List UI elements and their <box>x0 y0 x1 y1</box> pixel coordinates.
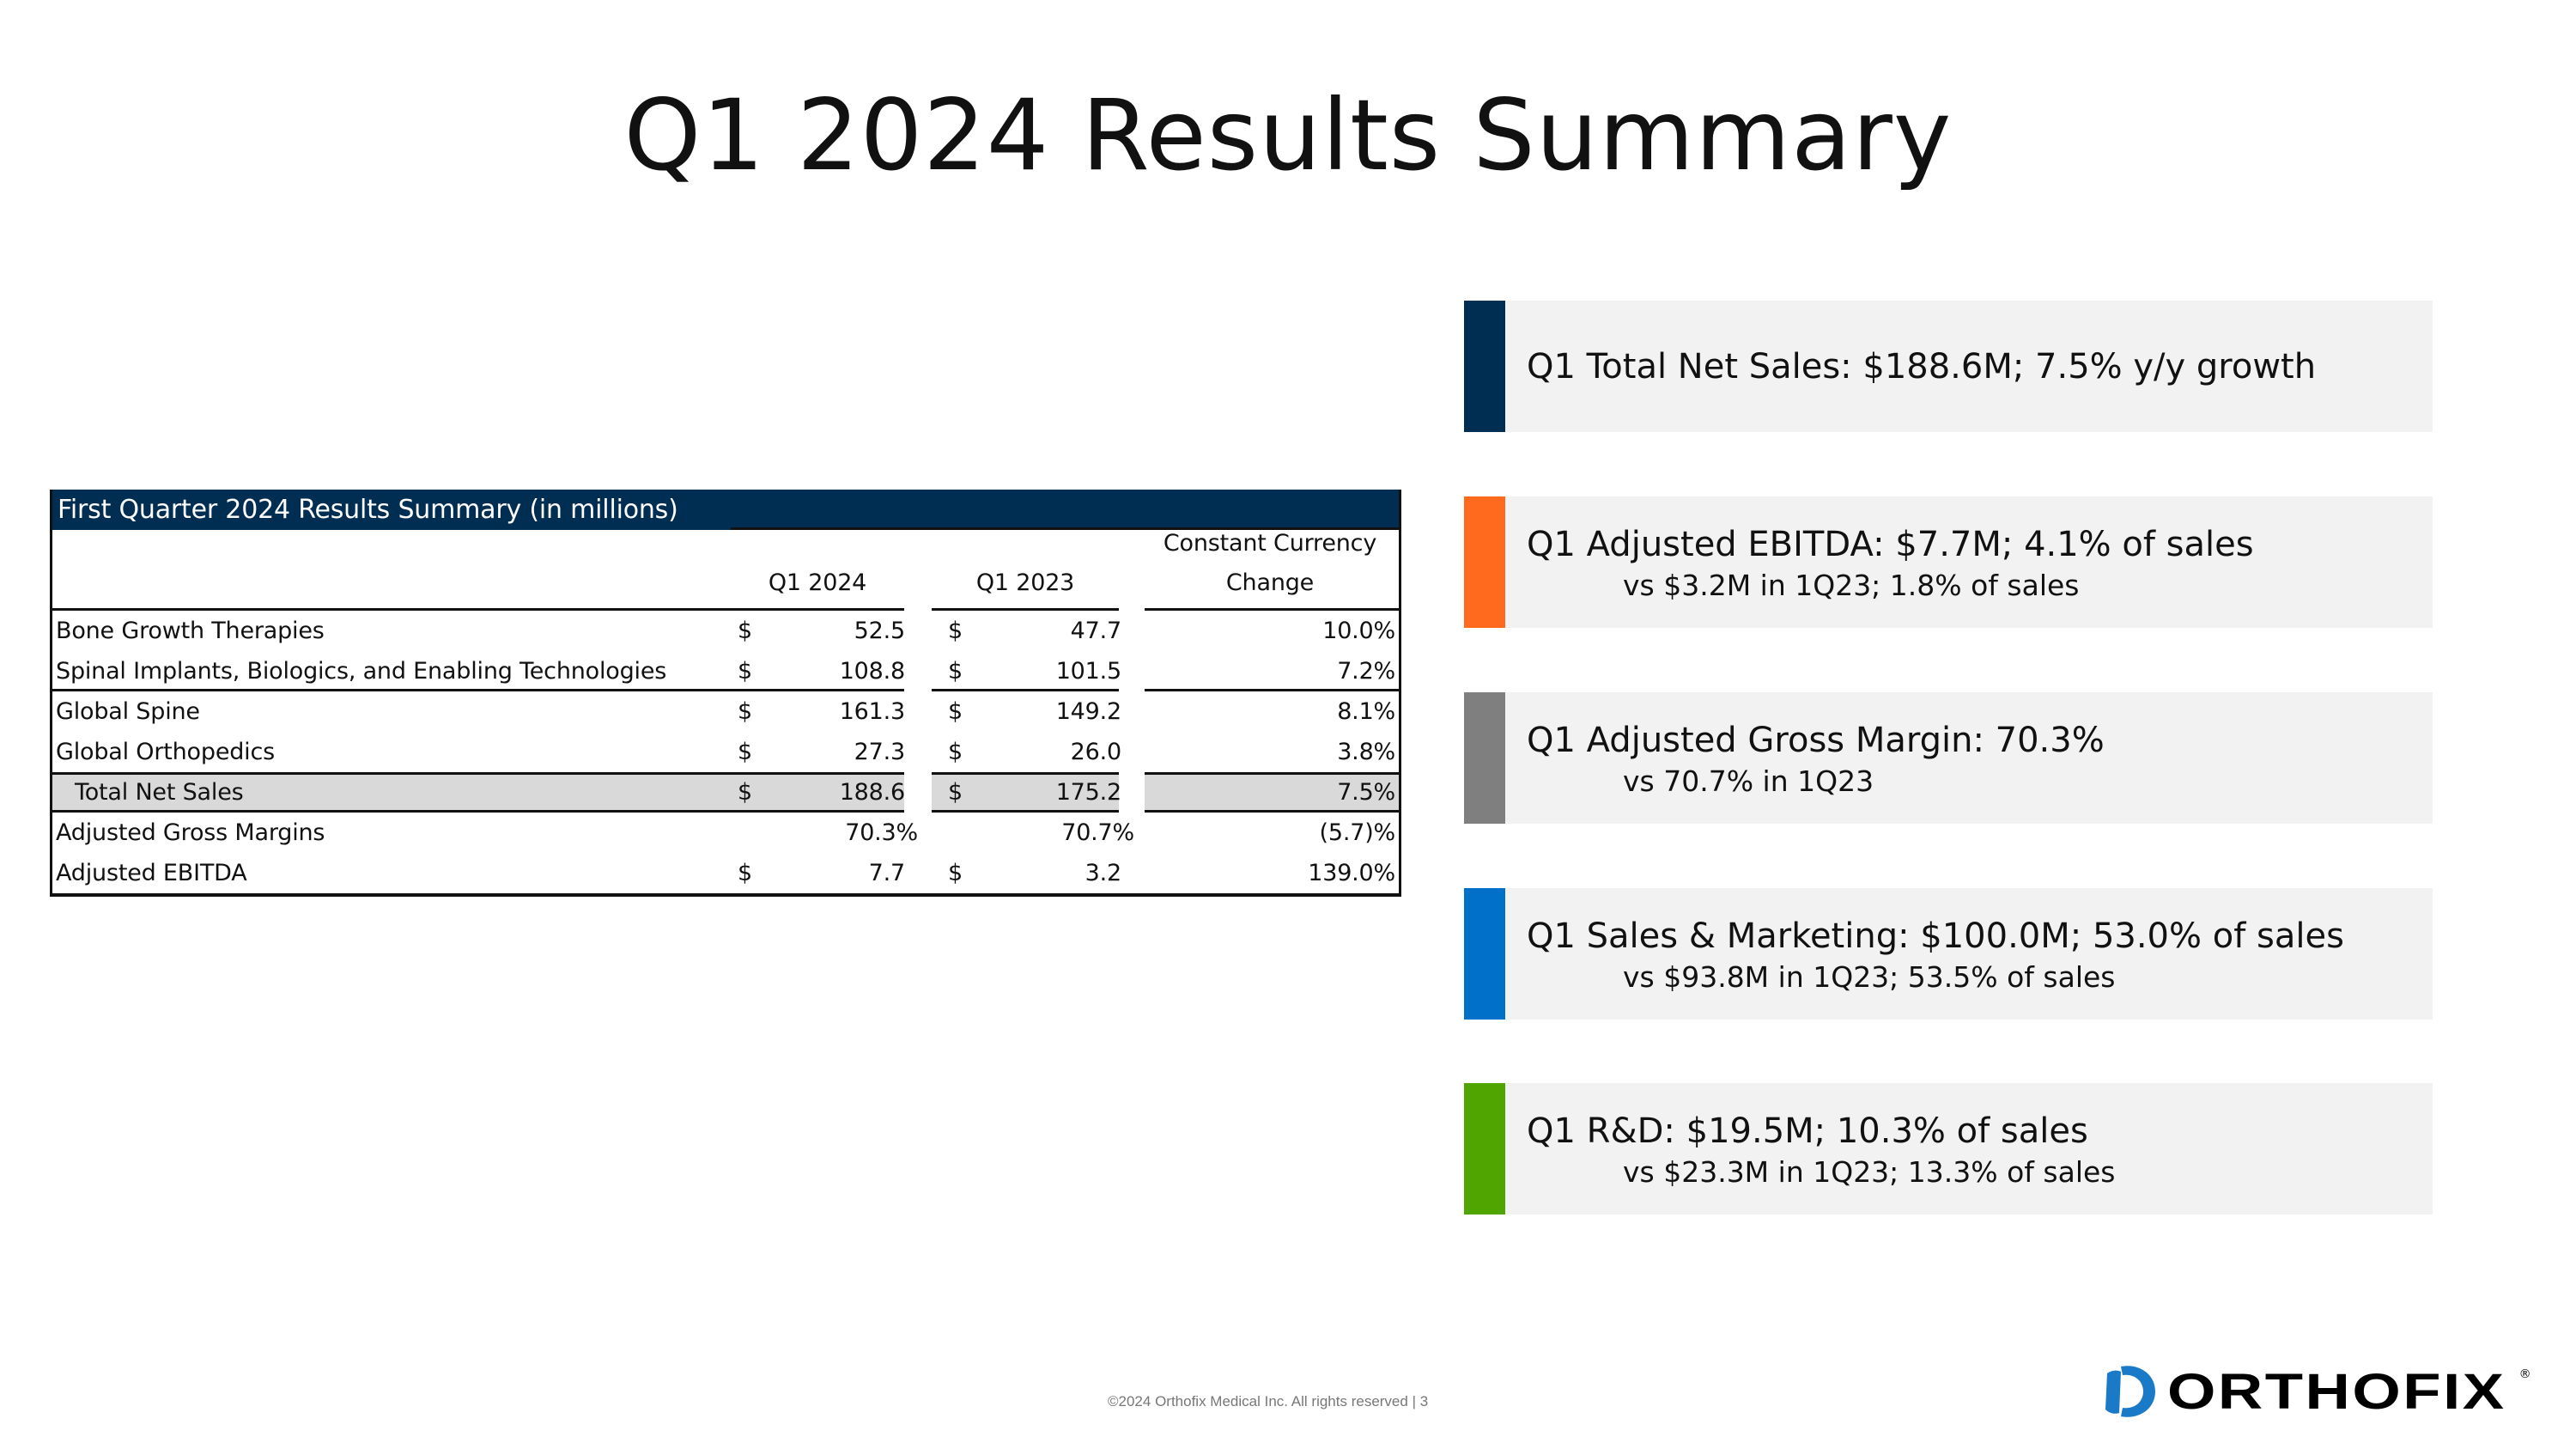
callout-sub-text: vs $3.2M in 1Q23; 1.8% of sales <box>1623 569 2080 602</box>
divider <box>1145 772 1399 775</box>
divider <box>932 689 1119 691</box>
orthofix-ring-icon <box>2105 1366 2155 1417</box>
divider <box>52 772 904 775</box>
table-title: First Quarter 2024 Results Summary (in m… <box>52 490 1399 530</box>
currency-symbol: $ <box>948 779 963 806</box>
callout-main-text: Q1 Sales & Marketing: $100.0M; 53.0% of … <box>1527 916 2344 956</box>
column-header-q1-2024: Q1 2024 <box>768 569 867 596</box>
value-change: 3.8% <box>1337 739 1395 765</box>
table-row-global-spine: Global Spine $ 161.3 $ 149.2 8.1% <box>52 691 1399 732</box>
row-label: Total Net Sales <box>75 779 244 806</box>
row-label: Bone Growth Therapies <box>56 618 325 644</box>
divider <box>932 608 1119 611</box>
table-row-adjusted-gross-margins: Adjusted Gross Margins 70.3% 70.7% (5.7)… <box>52 813 1399 853</box>
table-row-total-net-sales: Total Net Sales $ 188.6 $ 175.2 7.5% <box>52 772 1399 813</box>
value-change: (5.7)% <box>1319 819 1396 846</box>
row-shading <box>52 772 904 813</box>
value-q1-2023: 149.2 <box>1055 698 1121 725</box>
column-header-q1-2023: Q1 2023 <box>975 569 1075 596</box>
value-q1-2024: 108.8 <box>839 658 905 685</box>
callout-main-text: Q1 Adjusted Gross Margin: 70.3% <box>1527 721 2105 760</box>
value-q1-2024: 161.3 <box>839 698 905 725</box>
callout-sub-text: vs 70.7% in 1Q23 <box>1623 764 1874 798</box>
currency-symbol: $ <box>738 739 752 765</box>
column-header-change-line1: Constant Currency <box>1163 530 1377 557</box>
table-row-spinal-implants: Spinal Implants, Biologics, and Enabling… <box>52 651 1399 691</box>
row-shading <box>932 772 1119 813</box>
callout-sub-text: vs $93.8M in 1Q23; 53.5% of sales <box>1623 960 2116 994</box>
callout-sub-text: vs $23.3M in 1Q23; 13.3% of sales <box>1623 1155 2116 1189</box>
table-row-bone-growth: Bone Growth Therapies $ 52.5 $ 47.7 10.0… <box>52 611 1399 651</box>
currency-symbol: $ <box>738 698 752 725</box>
logo-wordmark: ORTHOFIX <box>2167 1363 2506 1420</box>
value-change: 139.0% <box>1308 860 1395 886</box>
currency-symbol: $ <box>738 779 752 806</box>
value-q1-2023: 175.2 <box>1055 779 1121 806</box>
value-q1-2023: 3.2 <box>1084 860 1122 886</box>
callout-rnd: Q1 R&D: $19.5M; 10.3% of sales vs $23.3M… <box>1464 1083 2433 1215</box>
value-q1-2023: 101.5 <box>1055 658 1121 685</box>
divider <box>1145 608 1399 611</box>
table-row-global-orthopedics: Global Orthopedics $ 27.3 $ 26.0 3.8% <box>52 732 1399 772</box>
page-title: Q1 2024 Results Summary <box>623 78 1953 192</box>
accent-bar <box>1464 692 1505 824</box>
currency-symbol: $ <box>948 618 963 644</box>
currency-symbol: $ <box>948 739 963 765</box>
divider <box>932 772 1119 775</box>
column-header-change-line2: Change <box>1225 569 1315 596</box>
callout-total-net-sales: Q1 Total Net Sales: $188.6M; 7.5% y/y gr… <box>1464 301 2433 432</box>
row-label: Spinal Implants, Biologics, and Enabling… <box>56 658 667 685</box>
callout-adjusted-ebitda: Q1 Adjusted EBITDA: $7.7M; 4.1% of sales… <box>1464 496 2433 628</box>
row-label: Global Spine <box>56 698 200 725</box>
value-change: 7.5% <box>1337 779 1395 806</box>
accent-bar <box>1464 301 1505 432</box>
row-label: Adjusted EBITDA <box>56 860 247 886</box>
row-label: Adjusted Gross Margins <box>56 819 325 846</box>
currency-symbol: $ <box>738 618 752 644</box>
value-q1-2023: 26.0 <box>1070 739 1122 765</box>
value-q1-2024: 52.5 <box>854 618 906 644</box>
registered-mark: ® <box>2518 1367 2531 1381</box>
value-q1-2023: 70.7% <box>1061 819 1134 846</box>
divider <box>52 689 904 691</box>
currency-symbol: $ <box>948 698 963 725</box>
currency-symbol: $ <box>738 658 752 685</box>
row-label: Global Orthopedics <box>56 739 275 765</box>
callout-sales-marketing: Q1 Sales & Marketing: $100.0M; 53.0% of … <box>1464 888 2433 1020</box>
value-q1-2023: 47.7 <box>1070 618 1122 644</box>
callout-main-text: Q1 Total Net Sales: $188.6M; 7.5% y/y gr… <box>1527 347 2317 387</box>
value-change: 10.0% <box>1322 618 1395 644</box>
value-q1-2024: 70.3% <box>845 819 918 846</box>
divider <box>1145 689 1399 691</box>
accent-bar <box>1464 1083 1505 1215</box>
value-q1-2024: 188.6 <box>839 779 905 806</box>
divider <box>932 810 1119 813</box>
callout-main-text: Q1 Adjusted EBITDA: $7.7M; 4.1% of sales <box>1527 525 2254 564</box>
currency-symbol: $ <box>948 658 963 685</box>
callout-adjusted-gross-margin: Q1 Adjusted Gross Margin: 70.3% vs 70.7%… <box>1464 692 2433 824</box>
value-q1-2024: 27.3 <box>854 739 906 765</box>
value-change: 8.1% <box>1337 698 1395 725</box>
table-row-adjusted-ebitda: Adjusted EBITDA $ 7.7 $ 3.2 139.0% <box>52 853 1399 893</box>
results-table: First Quarter 2024 Results Summary (in m… <box>50 490 1401 897</box>
callout-main-text: Q1 R&D: $19.5M; 10.3% of sales <box>1527 1111 2088 1151</box>
currency-symbol: $ <box>948 860 963 886</box>
currency-symbol: $ <box>738 860 752 886</box>
orthofix-logo: ORTHOFIX ® <box>2104 1361 2531 1422</box>
divider <box>52 608 904 611</box>
accent-bar <box>1464 496 1505 628</box>
value-change: 7.2% <box>1337 658 1395 685</box>
divider <box>52 810 904 813</box>
row-shading <box>1145 772 1399 813</box>
footer-copyright: ©2024 Orthofix Medical Inc. All rights r… <box>1108 1393 1429 1409</box>
column-header-row: Q1 2024 Q1 2023 Constant Currency Change <box>52 530 1399 611</box>
accent-bar <box>1464 888 1505 1020</box>
divider <box>1145 810 1399 813</box>
value-q1-2024: 7.7 <box>868 860 906 886</box>
